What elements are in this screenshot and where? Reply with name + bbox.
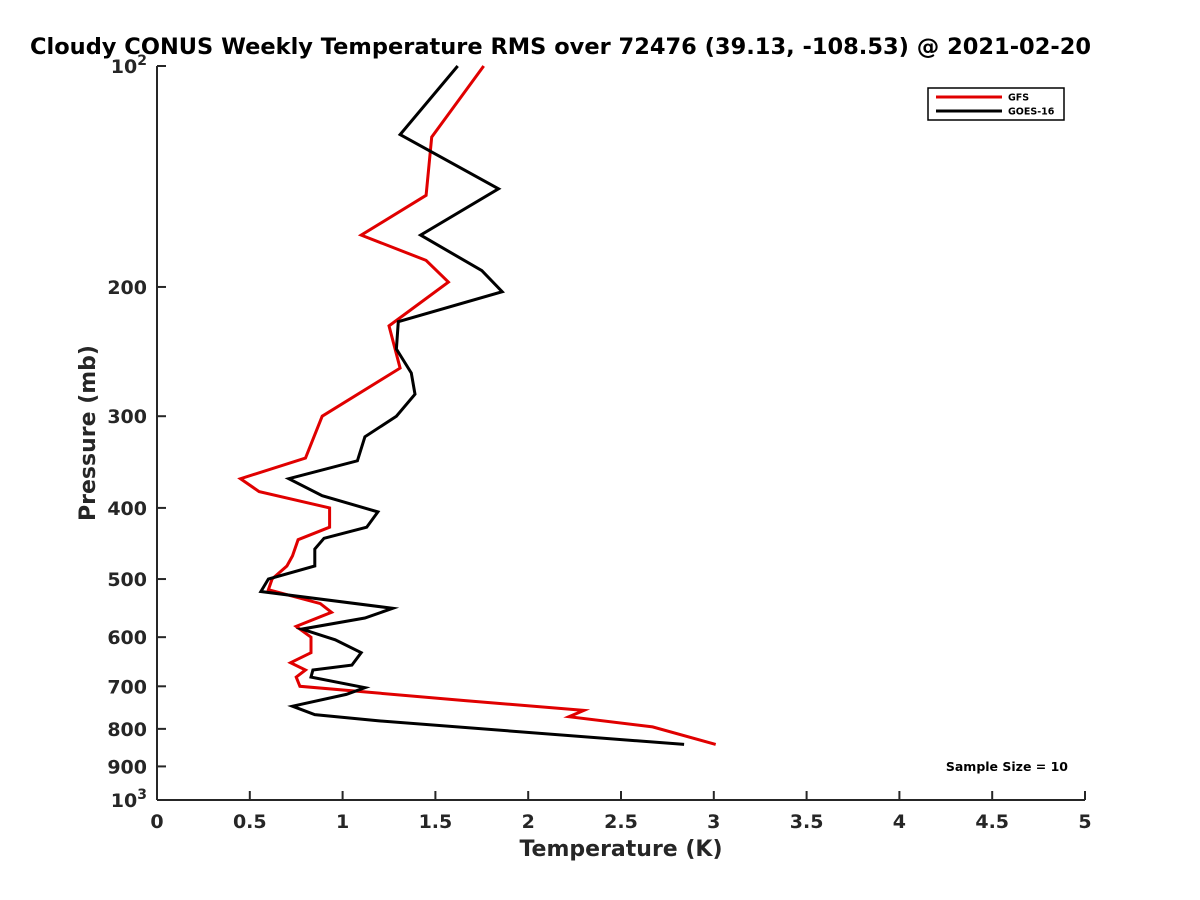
chart-title: Cloudy CONUS Weekly Temperature RMS over… — [30, 34, 1091, 60]
plot-area — [237, 65, 717, 746]
series-line-goes-16 — [258, 65, 685, 746]
y-tick-label: 400 — [107, 498, 147, 520]
y-tick-label: 900 — [107, 756, 147, 778]
y-axis-title: Pressure (mb) — [76, 345, 101, 521]
y-tick-label: 800 — [107, 719, 147, 741]
x-tick-label: 0.5 — [233, 811, 267, 833]
legend-label: GOES-16 — [1008, 107, 1055, 118]
legend-box — [927, 87, 1065, 121]
y-tick-label: 103 — [111, 787, 147, 812]
y-tick-label: 300 — [107, 406, 147, 428]
y-tick-label: 600 — [107, 627, 147, 649]
x-tick-label: 5 — [1078, 811, 1091, 833]
x-tick-label: 2 — [522, 811, 535, 833]
x-axis-title: Temperature (K) — [519, 837, 722, 862]
x-tick-label: 2.5 — [604, 811, 638, 833]
y-tick-label: 102 — [111, 53, 147, 78]
y-tick-label: 500 — [107, 569, 147, 591]
series-line-gfs — [237, 65, 717, 746]
x-tick-label: 0 — [150, 811, 163, 833]
x-tick-label: 4.5 — [975, 811, 1009, 833]
legend: GFS GOES-16 — [927, 87, 1065, 121]
axes: 0 0.5 1 1.5 2 2.5 3 3.5 4 4.5 5 102 200 300 400 500 600 7… — [107, 53, 1091, 833]
y-tick-label: 200 — [107, 277, 147, 299]
x-tick-label: 1 — [336, 811, 349, 833]
y-tick-label: 700 — [107, 676, 147, 698]
x-tick-label: 3.5 — [790, 811, 824, 833]
sample-size-annotation: Sample Size = 10 — [946, 759, 1068, 774]
x-tick-label: 4 — [893, 811, 906, 833]
x-tick-label: 3 — [707, 811, 720, 833]
legend-label: GFS — [1008, 93, 1029, 104]
x-tick-label: 1.5 — [419, 811, 453, 833]
